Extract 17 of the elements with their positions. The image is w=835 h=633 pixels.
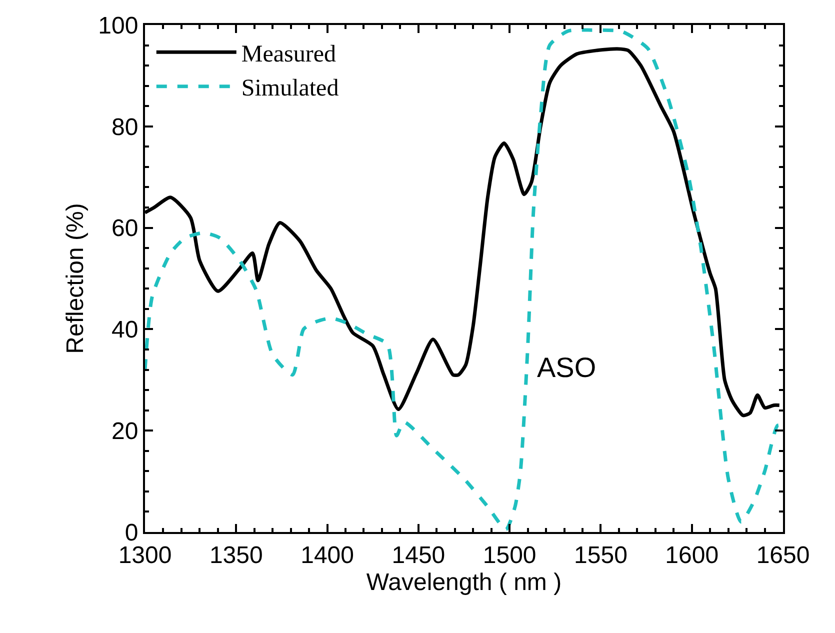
x-axis-title: Wavelength ( nm ) <box>366 568 562 596</box>
x-tick-label: 1350 <box>209 542 263 569</box>
legend-label: Simulated <box>241 76 339 102</box>
legend-label: Measured <box>241 42 336 68</box>
x-tick-label: 1600 <box>665 542 719 569</box>
y-axis-title: Reflection (%) <box>62 203 89 354</box>
x-tick-label: 1550 <box>574 542 628 569</box>
y-tick-label: 60 <box>111 215 138 242</box>
y-tick-label: 100 <box>98 12 138 40</box>
annotation: ASO <box>537 352 596 383</box>
x-tick-label: 1450 <box>392 542 446 569</box>
y-tick-label: 20 <box>111 418 138 445</box>
x-tick-label: 1500 <box>482 542 536 569</box>
y-tick-label: 80 <box>111 114 138 141</box>
y-tick-label: 40 <box>111 316 138 344</box>
x-tick-label: 1400 <box>300 542 354 569</box>
x-tick-label: 1650 <box>756 542 810 569</box>
